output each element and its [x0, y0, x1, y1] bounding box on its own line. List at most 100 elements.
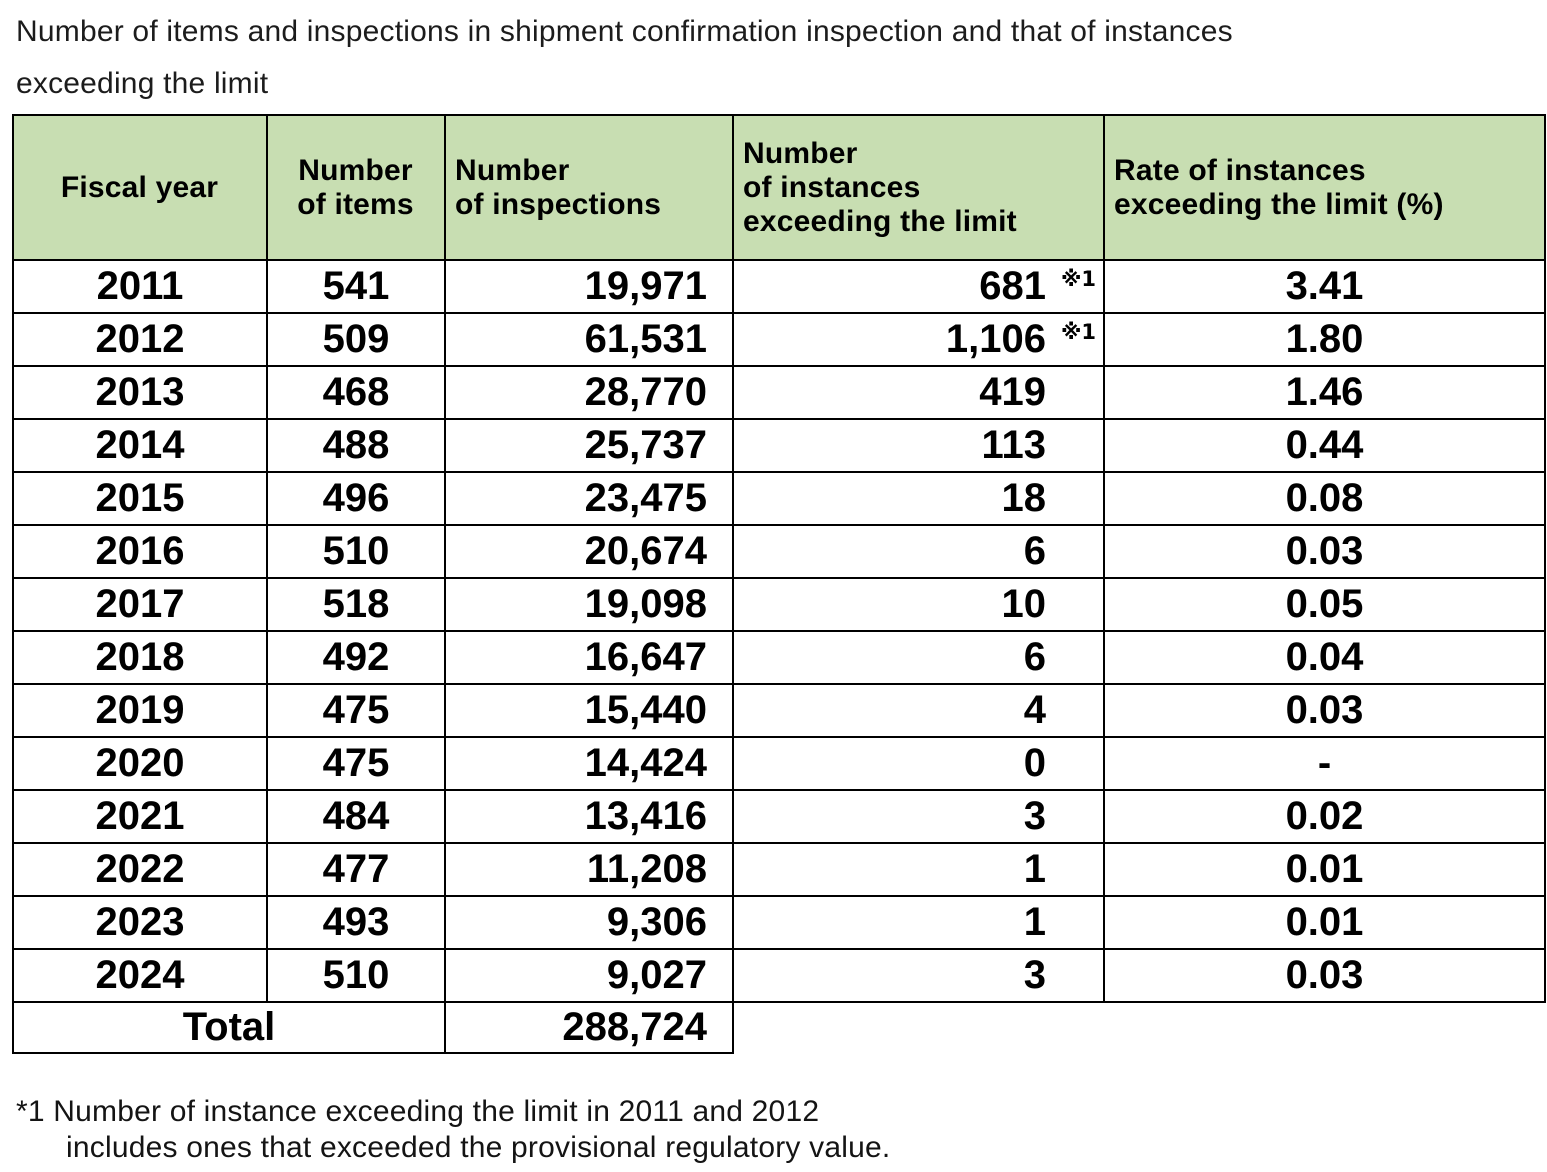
inspections-cell: 15,440	[444, 683, 734, 738]
table-row: 2023 493 9,306 1 0.01	[12, 895, 1546, 950]
table-header: Fiscal year Number of items Number of in…	[12, 114, 1546, 261]
footnote-line-2: includes ones that exceeded the provisio…	[66, 1131, 891, 1164]
items-cell: 493	[266, 895, 446, 950]
header-row: Fiscal year Number of items Number of in…	[12, 114, 1546, 261]
table-row: 2014 488 25,737 113 0.44	[12, 418, 1546, 473]
instances-cell: 6	[732, 524, 1105, 579]
header-items: Number of items	[266, 114, 446, 261]
footnote-line-1: *1 Number of instance exceeding the limi…	[16, 1095, 820, 1128]
table-row: 2018 492 16,647 6 0.04	[12, 630, 1546, 685]
inspections-cell: 20,674	[444, 524, 734, 579]
inspections-cell: 61,531	[444, 312, 734, 367]
fiscal-year-cell: 2018	[12, 630, 268, 685]
instances-cell: 6	[732, 630, 1105, 685]
items-cell: 518	[266, 577, 446, 632]
footnote: *1 Number of instance exceeding the limi…	[16, 1094, 1547, 1166]
fiscal-year-cell: 2012	[12, 312, 268, 367]
page-title-line-1: Number of items and inspections in shipm…	[16, 15, 1233, 48]
table-row: 2021 484 13,416 3 0.02	[12, 789, 1546, 844]
rate-cell: 0.03	[1103, 948, 1546, 1003]
header-rate: Rate of instances exceeding the limit (%…	[1103, 114, 1546, 261]
items-cell: 510	[266, 948, 446, 1003]
rate-cell: 0.03	[1103, 683, 1546, 738]
inspections-cell: 14,424	[444, 736, 734, 791]
instances-cell: 3	[732, 948, 1105, 1003]
instances-cell: 10	[732, 577, 1105, 632]
instances-cell: 1	[732, 842, 1105, 897]
instances-cell: 4	[732, 683, 1105, 738]
items-cell: 496	[266, 471, 446, 526]
items-cell: 510	[266, 524, 446, 579]
items-cell: 468	[266, 365, 446, 420]
instances-cell: 18	[732, 471, 1105, 526]
table-row: 2016 510 20,674 6 0.03	[12, 524, 1546, 579]
fiscal-year-cell: 2019	[12, 683, 268, 738]
table-row: 2015 496 23,475 18 0.08	[12, 471, 1546, 526]
inspection-results-table: Fiscal year Number of items Number of in…	[12, 114, 1546, 1054]
inspections-cell: 16,647	[444, 630, 734, 685]
fiscal-year-cell: 2024	[12, 948, 268, 1003]
table-row: 2013 468 28,770 419 1.46	[12, 365, 1546, 420]
inspections-cell: 19,971	[444, 259, 734, 314]
inspections-cell: 25,737	[444, 418, 734, 473]
items-cell: 477	[266, 842, 446, 897]
rate-cell: -	[1103, 736, 1546, 791]
inspections-cell: 11,208	[444, 842, 734, 897]
fiscal-year-cell: 2013	[12, 365, 268, 420]
rate-cell: 0.01	[1103, 895, 1546, 950]
header-fiscal-year: Fiscal year	[12, 114, 268, 261]
rate-cell: 1.46	[1103, 365, 1546, 420]
rate-cell: 0.02	[1103, 789, 1546, 844]
inspections-cell: 23,475	[444, 471, 734, 526]
instances-cell: 681 ※1	[732, 259, 1105, 314]
instances-cell: 1	[732, 895, 1105, 950]
fiscal-year-cell: 2016	[12, 524, 268, 579]
fiscal-year-cell: 2015	[12, 471, 268, 526]
table-row: 2024 510 9,027 3 0.03	[12, 948, 1546, 1003]
inspections-cell: 19,098	[444, 577, 734, 632]
table-row: 2011 541 19,971 681 ※1 3.41	[12, 259, 1546, 314]
table-row: 2017 518 19,098 10 0.05	[12, 577, 1546, 632]
table-row: 2019 475 15,440 4 0.03	[12, 683, 1546, 738]
reference-mark: ※1	[1060, 320, 1096, 344]
items-cell: 488	[266, 418, 446, 473]
fiscal-year-cell: 2011	[12, 259, 268, 314]
rate-cell: 3.41	[1103, 259, 1546, 314]
inspections-cell: 9,306	[444, 895, 734, 950]
fiscal-year-cell: 2014	[12, 418, 268, 473]
instances-cell: 1,106 ※1	[732, 312, 1105, 367]
header-inspections: Number of inspections	[444, 114, 734, 261]
page-title-line-2: exceeding the limit	[16, 67, 269, 100]
rate-cell: 0.08	[1103, 471, 1546, 526]
total-inspections-cell: 288,724	[444, 1001, 734, 1054]
fiscal-year-cell: 2022	[12, 842, 268, 897]
rate-cell: 0.04	[1103, 630, 1546, 685]
rate-cell: 0.05	[1103, 577, 1546, 632]
reference-mark: ※1	[1060, 267, 1096, 291]
table-body: 2011 541 19,971 681 ※1 3.41 2012 509 61,531 1,106…	[12, 259, 1546, 1054]
inspections-cell: 28,770	[444, 365, 734, 420]
instances-cell: 0	[732, 736, 1105, 791]
inspections-cell: 13,416	[444, 789, 734, 844]
inspections-cell: 9,027	[444, 948, 734, 1003]
rate-cell: 1.80	[1103, 312, 1546, 367]
items-cell: 492	[266, 630, 446, 685]
table-row: 2022 477 11,208 1 0.01	[12, 842, 1546, 897]
items-cell: 509	[266, 312, 446, 367]
instances-cell: 113	[732, 418, 1105, 473]
page-title: Number of items and inspections in shipm…	[16, 6, 1547, 110]
rate-cell: 0.03	[1103, 524, 1546, 579]
items-cell: 475	[266, 736, 446, 791]
instances-cell: 3	[732, 789, 1105, 844]
rate-cell: 0.01	[1103, 842, 1546, 897]
items-cell: 475	[266, 683, 446, 738]
total-row: Total 288,724	[12, 1001, 1545, 1054]
instances-cell: 419	[732, 365, 1105, 420]
table-row: 2012 509 61,531 1,106 ※1 1.80	[12, 312, 1546, 367]
header-instances: Number of instances exceeding the limit	[732, 114, 1105, 261]
fiscal-year-cell: 2017	[12, 577, 268, 632]
fiscal-year-cell: 2020	[12, 736, 268, 791]
items-cell: 484	[266, 789, 446, 844]
rate-cell: 0.44	[1103, 418, 1546, 473]
table-row: 2020 475 14,424 0-	[12, 736, 1546, 791]
